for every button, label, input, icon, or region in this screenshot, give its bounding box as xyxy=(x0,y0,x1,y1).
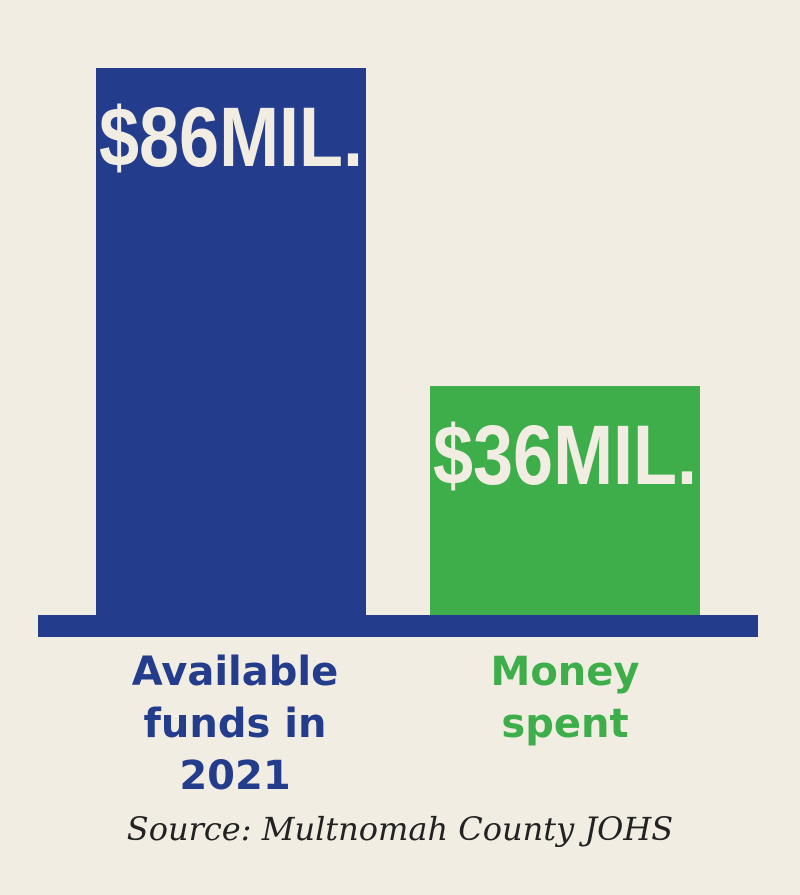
category-label-line: Money xyxy=(490,649,640,695)
bar-0 xyxy=(96,68,366,615)
category-label-available-funds: Available funds in 2021 xyxy=(90,646,380,802)
bars-group: $86MIL. $36MIL. xyxy=(96,68,700,615)
category-label-line: 2021 xyxy=(179,753,291,799)
category-label-line: Available xyxy=(131,649,339,695)
category-label-line: spent xyxy=(501,701,629,747)
chart-baseline xyxy=(38,615,758,637)
category-label-money-spent: Money spent xyxy=(420,646,710,750)
value-label-1: $36MIL. xyxy=(433,408,697,502)
bar-1 xyxy=(430,386,700,615)
source-note: Source: Multnomah County JOHS xyxy=(126,810,674,848)
category-label-line: funds in xyxy=(143,701,327,747)
value-label-0: $86MIL. xyxy=(99,90,363,184)
